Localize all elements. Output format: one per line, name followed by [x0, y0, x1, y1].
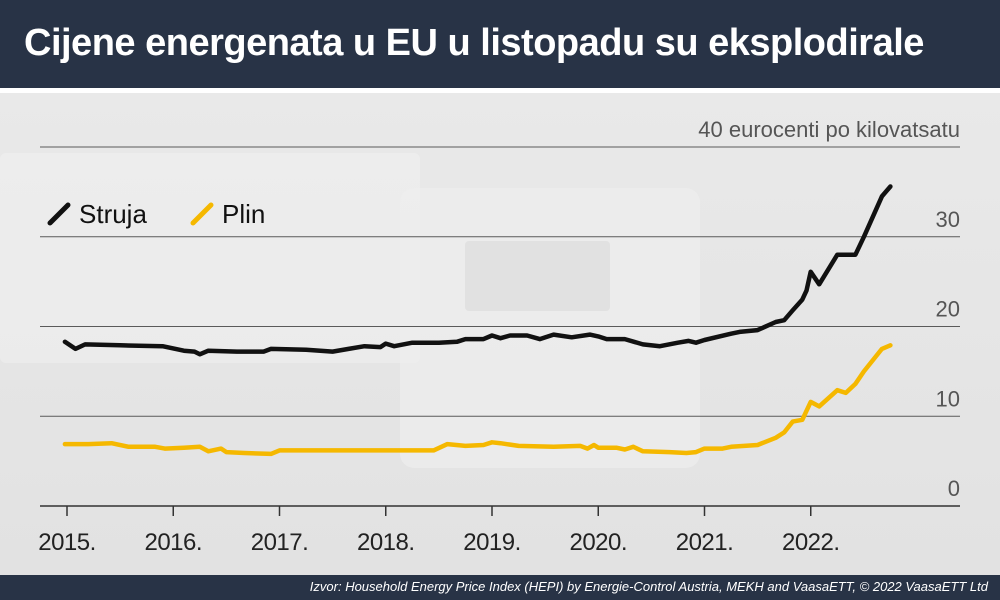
y-tick-label: 40 eurocenti po kilovatsatu — [698, 117, 960, 142]
footer-bar: Izvor: Household Energy Price Index (HEP… — [0, 575, 1000, 600]
plot-background — [0, 93, 1000, 575]
x-tick-label: 2021. — [676, 529, 734, 556]
background-thermostat-display — [465, 241, 610, 311]
y-tick-label: 10 — [936, 386, 960, 411]
y-tick-label: 30 — [936, 207, 960, 232]
x-tick-label: 2015. — [38, 529, 96, 556]
y-tick-label: 20 — [936, 297, 960, 322]
x-tick-label: 2020. — [569, 529, 627, 556]
header-divider — [0, 88, 1000, 93]
series-line-plin — [62, 343, 893, 457]
legend-label-plin: Plin — [222, 199, 265, 229]
series-lines — [62, 184, 893, 457]
x-tick-label: 2022. — [782, 529, 840, 556]
source-note: Izvor: Household Energy Price Index (HEP… — [309, 579, 988, 594]
x-tick-label: 2017. — [251, 529, 309, 556]
series-line-struja — [62, 184, 893, 357]
y-axis-labels: 0 10 20 30 40 eurocenti po kilovatsatu — [698, 117, 960, 501]
x-tick-label: 2018. — [357, 529, 415, 556]
background-thermostat-image — [400, 188, 700, 468]
x-tick-label: 2019. — [463, 529, 521, 556]
x-tick-label: 2016. — [144, 529, 202, 556]
gridlines — [40, 146, 960, 507]
legend-label-struja: Struja — [79, 199, 147, 229]
legend-swatch-struja — [47, 202, 71, 226]
background-radiator-image — [0, 153, 420, 363]
legend-swatch-plin — [190, 202, 214, 226]
chart-title: Cijene energenata u EU u listopadu su ek… — [24, 22, 924, 64]
x-axis: 2015. 2016. 2017. 2018. 2019. 2020. 2021. 2022. — [38, 506, 840, 556]
line-chart: 0 10 20 30 40 eurocenti po kilovatsatu 2015.… — [38, 117, 960, 556]
legend: Struja Plin — [47, 199, 265, 229]
y-tick-label: 0 — [948, 476, 960, 501]
header-bar: Cijene energenata u EU u listopadu su ek… — [0, 0, 1000, 88]
